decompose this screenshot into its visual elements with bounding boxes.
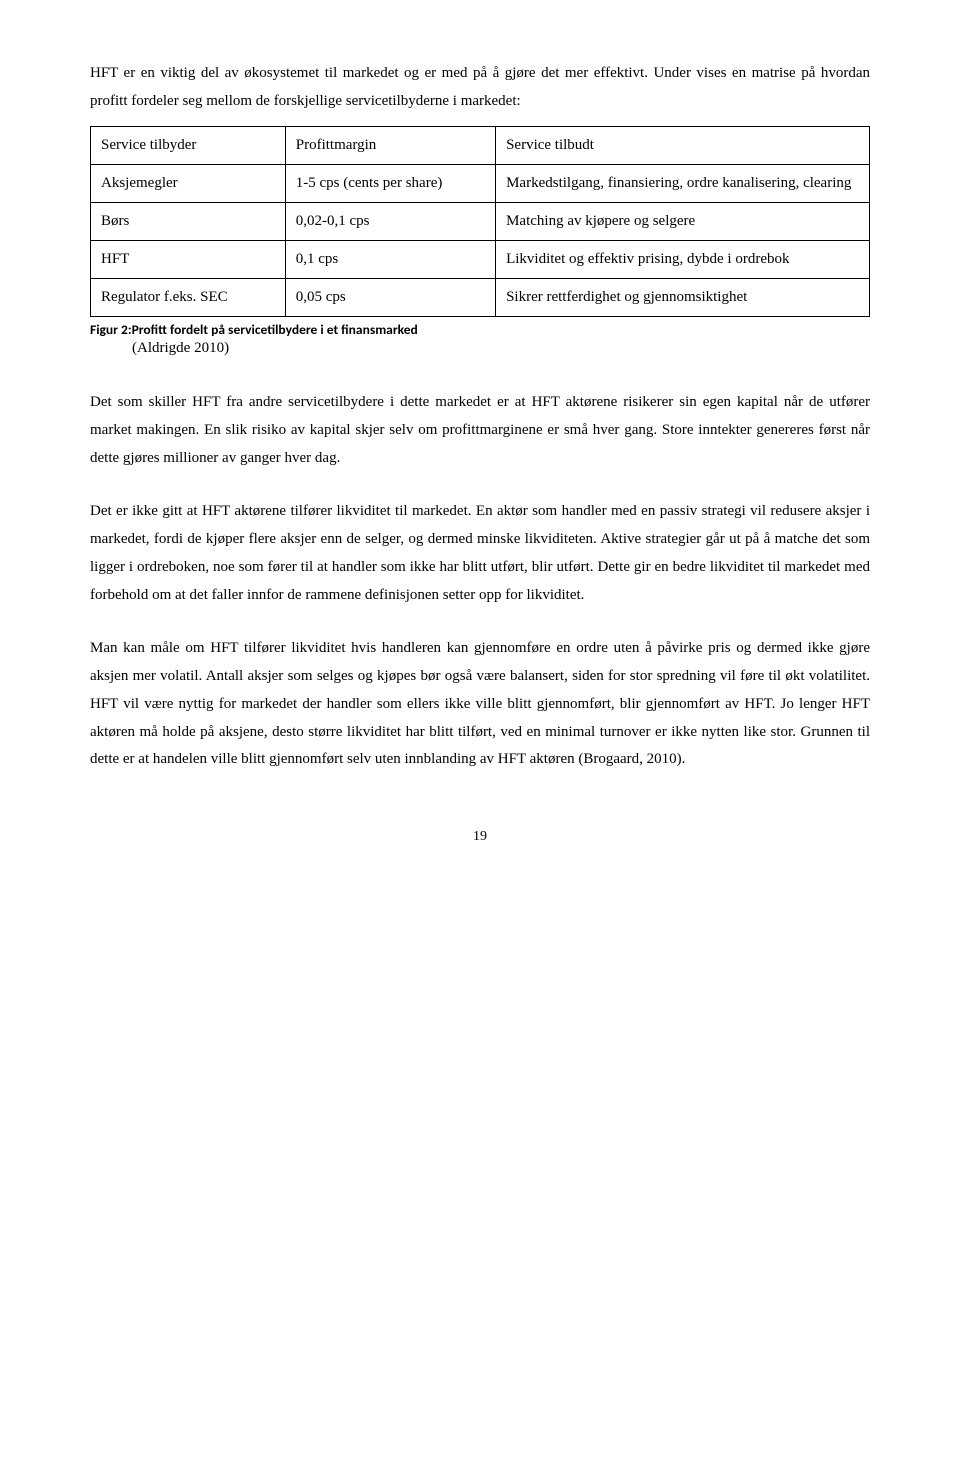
table-row: HFT 0,1 cps Likviditet og effektiv prisi… — [91, 240, 870, 278]
page-number: 19 — [90, 824, 870, 850]
body-paragraph: Det som skiller HFT fra andre servicetil… — [90, 389, 870, 472]
body-paragraph: Man kan måle om HFT tilfører likviditet … — [90, 635, 870, 774]
cell-margin: 0,05 cps — [285, 278, 495, 316]
body-paragraph: Det er ikke gitt at HFT aktørene tilføre… — [90, 498, 870, 609]
figure-source: (Aldrigde 2010) — [132, 338, 870, 359]
header-cell: Service tilbudt — [496, 126, 870, 164]
intro-paragraph: HFT er en viktig del av økosystemet til … — [90, 60, 870, 116]
header-cell: Service tilbyder — [91, 126, 286, 164]
table-row: Aksjemegler 1-5 cps (cents per share) Ma… — [91, 164, 870, 202]
cell-provider: Regulator f.eks. SEC — [91, 278, 286, 316]
table-header-row: Service tilbyder Profittmargin Service t… — [91, 126, 870, 164]
table-row: Regulator f.eks. SEC 0,05 cps Sikrer ret… — [91, 278, 870, 316]
cell-service: Sikrer rettferdighet og gjennomsiktighet — [496, 278, 870, 316]
cell-provider: Aksjemegler — [91, 164, 286, 202]
cell-provider: Børs — [91, 202, 286, 240]
cell-service: Likviditet og effektiv prising, dybde i … — [496, 240, 870, 278]
profit-matrix-table: Service tilbyder Profittmargin Service t… — [90, 126, 870, 317]
figure-caption: Figur 2:Profitt fordelt på servicetilbyd… — [90, 321, 870, 339]
cell-margin: 0,1 cps — [285, 240, 495, 278]
cell-provider: HFT — [91, 240, 286, 278]
cell-service: Matching av kjøpere og selgere — [496, 202, 870, 240]
table-row: Børs 0,02-0,1 cps Matching av kjøpere og… — [91, 202, 870, 240]
header-cell: Profittmargin — [285, 126, 495, 164]
cell-margin: 0,02-0,1 cps — [285, 202, 495, 240]
cell-service: Markedstilgang, finansiering, ordre kana… — [496, 164, 870, 202]
cell-margin: 1-5 cps (cents per share) — [285, 164, 495, 202]
